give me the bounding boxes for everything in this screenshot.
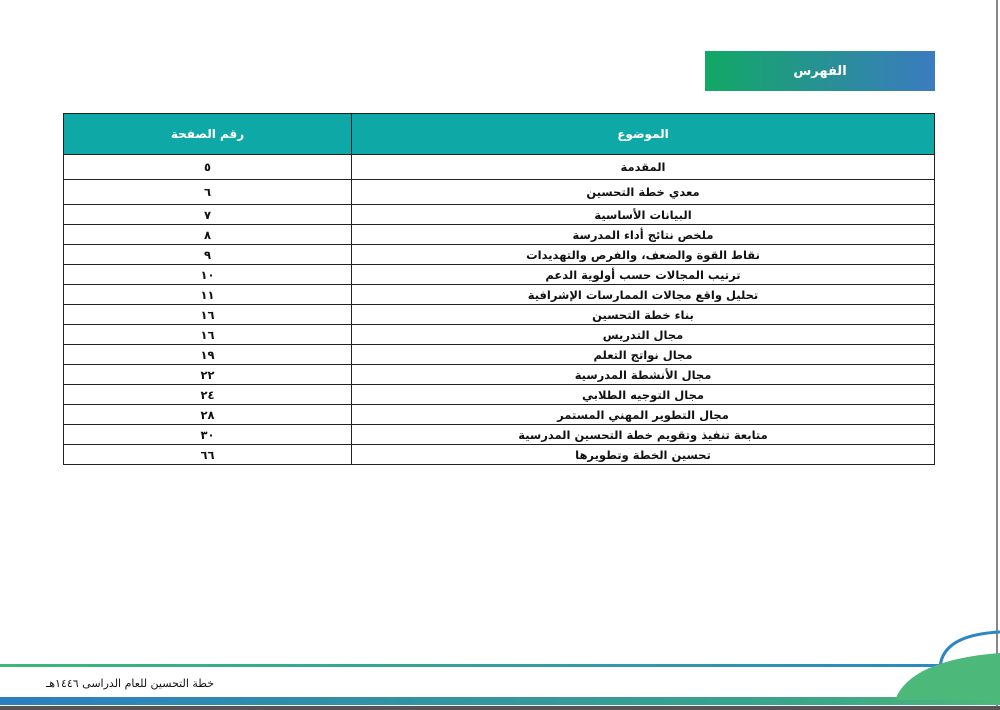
header-topic: الموضوع (351, 113, 935, 155)
table-header-row: الموضوع رقم الصفحة (63, 113, 935, 155)
page-number-cell: ٧ (63, 204, 352, 225)
page-number-cell: ٢٨ (63, 404, 352, 425)
page-number-cell: ١٦ (63, 324, 352, 345)
page-title: الفهرس (705, 51, 935, 91)
table-row: ترتيب المجالات حسب أولوية الدعم ١٠ (63, 264, 935, 285)
page-number-cell: ١٩ (63, 344, 352, 365)
table-row: المقدمة ٥ (63, 154, 935, 180)
page-number-cell: ٦٦ (63, 444, 352, 465)
table-row: بناء خطة التحسين ١٦ (63, 304, 935, 325)
decorative-arcs (895, 630, 1000, 700)
table-row: البيانات الأساسية ٧ (63, 204, 935, 225)
topic-cell: مجال الأنشطة المدرسية (351, 364, 935, 385)
header-page: رقم الصفحة (63, 113, 352, 155)
page-edge (996, 0, 998, 710)
table-row: معدي خطة التحسين ٦ (63, 179, 935, 205)
page-number-cell: ٩ (63, 244, 352, 265)
page-number-cell: ٣٠ (63, 424, 352, 445)
footer-bar (0, 697, 1000, 705)
table-row: نقاط القوة والضعف، والفرص والتهديدات ٩ (63, 244, 935, 265)
table-row: مجال الأنشطة المدرسية ٢٢ (63, 364, 935, 385)
footer-text: خطة التحسين للعام الدراسى ١٤٤٦هـ (46, 677, 215, 690)
topic-cell: ترتيب المجالات حسب أولوية الدعم (351, 264, 935, 285)
table-row: تحسين الخطة وتطويرها ٦٦ (63, 444, 935, 465)
footer-line (0, 664, 1000, 667)
page-number-cell: ١٦ (63, 304, 352, 325)
table-row: مجال التطوير المهني المستمر ٢٨ (63, 404, 935, 425)
topic-cell: مجال التطوير المهني المستمر (351, 404, 935, 425)
topic-cell: تحسين الخطة وتطويرها (351, 444, 935, 465)
topic-cell: مجال التوجيه الطلابي (351, 384, 935, 405)
table-row: مجال التدريس ١٦ (63, 324, 935, 345)
bottom-edge (0, 706, 1000, 710)
page-number-cell: ٢٢ (63, 364, 352, 385)
page-number-cell: ٥ (63, 154, 352, 180)
table-of-contents: الموضوع رقم الصفحة المقدمة ٥ معدي خطة التح… (63, 113, 935, 465)
topic-cell: متابعة تنفيذ وتقويم خطة التحسين المدرسية (351, 424, 935, 445)
topic-cell: مجال نواتج التعلم (351, 344, 935, 365)
topic-cell: بناء خطة التحسين (351, 304, 935, 325)
page-number-cell: ١١ (63, 284, 352, 305)
topic-cell: تحليل واقع مجالات الممارسات الإشرافية (351, 284, 935, 305)
table-row: تحليل واقع مجالات الممارسات الإشرافية ١١ (63, 284, 935, 305)
table-row: مجال نواتج التعلم ١٩ (63, 344, 935, 365)
table-row: مجال التوجيه الطلابي ٢٤ (63, 384, 935, 405)
page-number-cell: ٨ (63, 224, 352, 245)
topic-cell: معدي خطة التحسين (351, 179, 935, 205)
table-row: متابعة تنفيذ وتقويم خطة التحسين المدرسية… (63, 424, 935, 445)
page-number-cell: ٢٤ (63, 384, 352, 405)
table-row: ملخص نتائج أداء المدرسة ٨ (63, 224, 935, 245)
page-number-cell: ١٠ (63, 264, 352, 285)
topic-cell: مجال التدريس (351, 324, 935, 345)
topic-cell: نقاط القوة والضعف، والفرص والتهديدات (351, 244, 935, 265)
page-number-cell: ٦ (63, 179, 352, 205)
topic-cell: ملخص نتائج أداء المدرسة (351, 224, 935, 245)
topic-cell: المقدمة (351, 154, 935, 180)
topic-cell: البيانات الأساسية (351, 204, 935, 225)
